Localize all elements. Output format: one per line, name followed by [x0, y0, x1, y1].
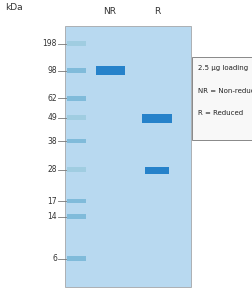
- Text: 14: 14: [47, 212, 57, 221]
- Text: 38: 38: [47, 136, 57, 146]
- Text: 17: 17: [47, 196, 57, 206]
- FancyBboxPatch shape: [95, 66, 124, 75]
- FancyBboxPatch shape: [67, 139, 86, 143]
- FancyBboxPatch shape: [67, 214, 86, 219]
- FancyBboxPatch shape: [67, 41, 86, 46]
- Text: 198: 198: [42, 39, 57, 48]
- FancyBboxPatch shape: [144, 167, 168, 174]
- Text: R = Reduced: R = Reduced: [197, 110, 242, 116]
- FancyBboxPatch shape: [141, 113, 171, 124]
- Text: 62: 62: [47, 94, 57, 103]
- FancyBboxPatch shape: [67, 115, 86, 120]
- Text: 98: 98: [47, 66, 57, 75]
- FancyBboxPatch shape: [67, 96, 86, 101]
- Text: kDa: kDa: [5, 3, 23, 12]
- FancyBboxPatch shape: [192, 57, 252, 140]
- Text: 28: 28: [47, 165, 57, 174]
- Text: 2.5 μg loading: 2.5 μg loading: [197, 65, 247, 71]
- FancyBboxPatch shape: [64, 26, 190, 286]
- Text: NR: NR: [103, 8, 116, 16]
- Text: R: R: [153, 8, 159, 16]
- Text: NR = Non-reduced: NR = Non-reduced: [197, 88, 252, 94]
- FancyBboxPatch shape: [67, 256, 86, 261]
- FancyBboxPatch shape: [67, 167, 86, 172]
- FancyBboxPatch shape: [67, 68, 86, 73]
- FancyBboxPatch shape: [67, 199, 86, 203]
- Text: 6: 6: [52, 254, 57, 263]
- Text: 49: 49: [47, 113, 57, 122]
